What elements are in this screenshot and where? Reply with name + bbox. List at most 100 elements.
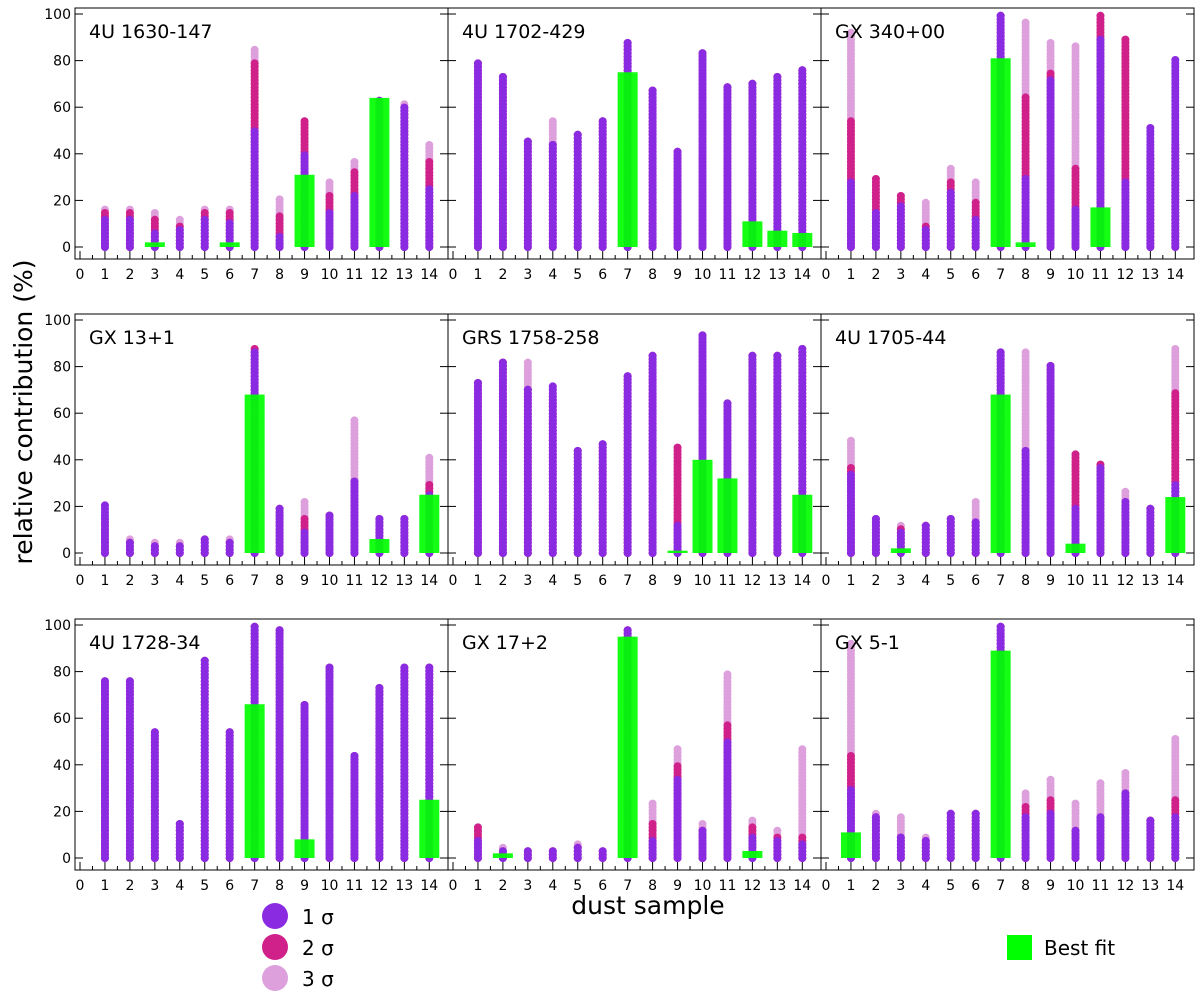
x-tick-label: 0 xyxy=(822,267,831,283)
dot-2-sigma-sample-5 xyxy=(946,178,955,187)
dot-1-sigma-sample-6 xyxy=(598,117,607,126)
dot-1-sigma-sample-11 xyxy=(350,192,359,200)
dot-1-sigma-sample-4 xyxy=(921,226,930,234)
dot-1-sigma-sample-3 xyxy=(150,229,159,238)
dot-1-sigma-sample-6 xyxy=(971,215,980,224)
dot-1-sigma-sample-2 xyxy=(125,215,134,224)
x-tick-label: 5 xyxy=(946,267,955,283)
dot-1-sigma-sample-6 xyxy=(225,538,234,547)
dot-1-sigma-sample-9 xyxy=(1046,76,1055,85)
dot-1-sigma-sample-8 xyxy=(648,86,657,95)
dot-3-sigma-sample-5 xyxy=(946,164,955,173)
best-fit-bar-sample-7 xyxy=(990,58,1011,247)
dot-1-sigma-sample-4 xyxy=(548,141,557,149)
dot-2-sigma-sample-9 xyxy=(300,117,309,126)
dot-1-sigma-sample-8 xyxy=(1021,175,1030,183)
dot-1-sigma-sample-4 xyxy=(175,542,184,551)
x-tick-label: 2 xyxy=(871,267,880,283)
x-tick-label: 12 xyxy=(370,267,388,283)
dot-1-sigma-sample-1 xyxy=(846,178,855,187)
dot-1-sigma-sample-9 xyxy=(300,151,309,160)
dot-2-sigma-sample-3 xyxy=(150,215,159,224)
x-tick-label: 12 xyxy=(1116,267,1134,283)
dot-3-sigma-sample-8 xyxy=(275,195,284,204)
dot-1-sigma-sample-14 xyxy=(1171,56,1180,64)
best-fit-bar-sample-8 xyxy=(1015,242,1036,247)
dot-3-sigma-sample-11 xyxy=(350,158,359,166)
dot-1-sigma-sample-8 xyxy=(275,232,284,241)
dot-1-sigma-sample-10 xyxy=(1071,205,1080,214)
best-fit-bar-sample-11 xyxy=(1090,207,1111,247)
dot-2-sigma-sample-2 xyxy=(125,209,134,217)
dot-2-sigma-sample-14 xyxy=(425,158,434,166)
y-tick-label: 20 xyxy=(53,193,71,209)
dot-2-sigma-sample-6 xyxy=(971,198,980,207)
dot-1-sigma-sample-7 xyxy=(250,127,259,136)
dot-2-sigma-sample-10 xyxy=(325,192,334,200)
best-fit-bar-sample-7 xyxy=(617,72,638,247)
dot-1-sigma-sample-13 xyxy=(400,103,409,112)
x-tick-label: 6 xyxy=(598,267,607,283)
dot-2-sigma-sample-2 xyxy=(871,175,880,183)
dot-1-sigma-sample-10 xyxy=(698,49,707,58)
dot-2-sigma-sample-8 xyxy=(1021,93,1030,102)
x-tick-label: 13 xyxy=(395,267,413,283)
dot-2-sigma-sample-8 xyxy=(275,212,284,221)
x-tick-label: 4 xyxy=(175,267,184,283)
x-tick-label: 2 xyxy=(498,267,507,283)
dot-1-sigma-sample-1 xyxy=(473,59,482,68)
y-tick-label: 100 xyxy=(44,7,71,23)
dot-3-sigma-sample-11 xyxy=(350,416,359,425)
dot-1-sigma-sample-5 xyxy=(573,130,582,139)
x-tick-label: 1 xyxy=(473,267,482,283)
x-tick-label: 11 xyxy=(1092,267,1110,283)
dot-1-sigma-sample-2 xyxy=(498,73,507,81)
dot-2-sigma-sample-5 xyxy=(200,209,209,217)
dot-2-sigma-sample-12 xyxy=(1121,35,1130,44)
dot-1-sigma-sample-7 xyxy=(996,11,1005,20)
dot-1-sigma-sample-10 xyxy=(325,209,334,217)
dot-1-sigma-sample-3 xyxy=(150,542,159,551)
dot-3-sigma-sample-4 xyxy=(921,198,930,207)
dot-3-sigma-sample-6 xyxy=(971,178,980,187)
y-tick-label: 60 xyxy=(53,100,71,116)
dot-1-sigma-sample-3 xyxy=(523,137,532,146)
dot-3-sigma-sample-14 xyxy=(425,453,434,462)
dot-2-sigma-sample-7 xyxy=(250,59,259,68)
x-tick-label: 13 xyxy=(1141,267,1159,283)
dot-1-sigma-sample-2 xyxy=(871,209,880,217)
x-tick-label: 3 xyxy=(150,267,159,283)
x-tick-label: 13 xyxy=(768,267,786,283)
x-tick-label: 7 xyxy=(250,267,259,283)
x-tick-label: 9 xyxy=(300,267,309,283)
dot-1-sigma-sample-7 xyxy=(623,39,632,47)
x-tick-label: 6 xyxy=(225,267,234,283)
x-tick-label: 5 xyxy=(200,267,209,283)
x-tick-label: 12 xyxy=(743,267,761,283)
dot-1-sigma-sample-5 xyxy=(946,188,955,197)
dot-1-sigma-sample-6 xyxy=(225,219,234,228)
x-tick-label: 11 xyxy=(346,267,364,283)
dot-2-sigma-sample-9 xyxy=(300,515,309,523)
x-tick-label: 10 xyxy=(321,267,339,283)
dot-2-sigma-sample-1 xyxy=(846,117,855,126)
dot-1-sigma-sample-11 xyxy=(723,83,732,92)
best-fit-bar-sample-6 xyxy=(219,242,240,247)
dot-2-sigma-sample-10 xyxy=(1071,164,1080,173)
best-fit-bar-sample-9 xyxy=(294,174,315,247)
dot-2-sigma-sample-3 xyxy=(896,192,905,200)
dot-1-sigma-sample-14 xyxy=(425,185,434,194)
x-tick-label: 9 xyxy=(1046,267,1055,283)
dot-3-sigma-sample-7 xyxy=(250,45,259,54)
dot-3-sigma-sample-10 xyxy=(325,178,334,187)
x-tick-label: 3 xyxy=(523,267,532,283)
x-tick-label: 11 xyxy=(719,267,737,283)
x-tick-label: 7 xyxy=(996,267,1005,283)
x-tick-label: 7 xyxy=(623,267,632,283)
